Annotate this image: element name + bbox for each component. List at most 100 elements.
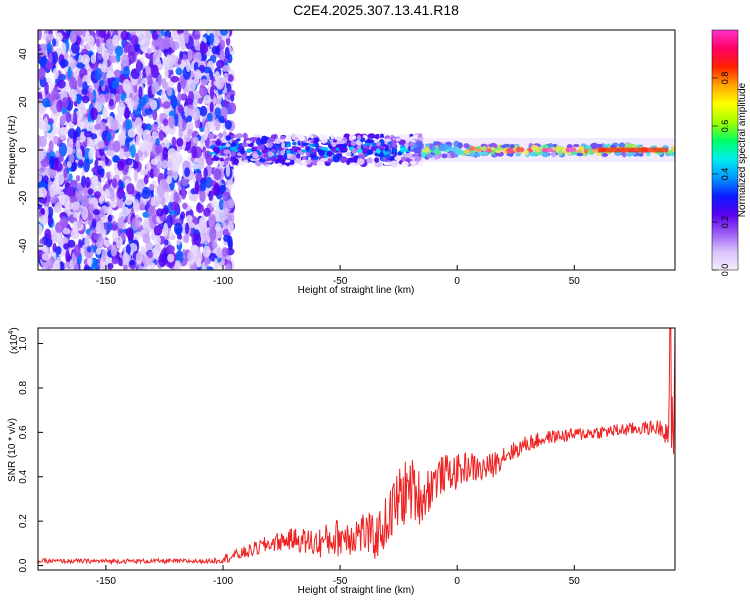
spectrogram-cell — [257, 152, 263, 156]
spectrogram-cell — [196, 257, 202, 264]
spectrogram-cell — [230, 94, 235, 102]
spectrogram-cell — [102, 51, 110, 61]
spectrogram-cell — [135, 135, 141, 146]
spectrogram-cell — [404, 141, 409, 148]
spectrogram-cell — [93, 233, 100, 241]
spectrogram-cell — [146, 142, 152, 152]
snr-frame — [37, 327, 676, 571]
spectrogram-cell — [151, 131, 159, 138]
spectrogram-cell — [218, 115, 225, 124]
spectrogram-cell — [139, 203, 146, 211]
spectrogram-cell — [213, 157, 220, 161]
spectrogram-cell — [86, 212, 94, 221]
spectrogram-cell — [301, 142, 309, 146]
snr-y-tick-label: 1.0 — [18, 336, 29, 350]
spectrogram-cell — [316, 160, 325, 167]
spectrogram-cell — [225, 91, 232, 101]
spectrogram-cell — [168, 115, 175, 129]
spectrogram-cell — [173, 113, 179, 127]
spectrogram-cell — [175, 67, 183, 76]
spectrogram-cell — [79, 122, 86, 128]
spectrogram-x-tick-label: -50 — [333, 276, 348, 287]
spectrogram-cell — [507, 147, 512, 153]
spectrogram-cell — [516, 146, 521, 153]
spectrogram-y-ticks: -40 -20 0 20 40 — [18, 48, 43, 253]
spectrogram-cell — [38, 30, 42, 41]
spectrogram-cell — [289, 159, 295, 166]
spectrogram-cell — [306, 159, 312, 165]
spectrogram-cell — [171, 136, 177, 147]
spectrogram-cell — [99, 147, 105, 157]
spectrogram-cell — [117, 216, 123, 229]
spectrogram-cell — [180, 77, 187, 89]
spectrogram-cell — [136, 178, 145, 191]
spectrogram-cell — [351, 162, 359, 167]
spectrogram-cell — [300, 159, 308, 165]
spectrogram-cell — [215, 222, 221, 233]
colorbar-tick-label: 0.4 — [720, 168, 730, 181]
snr-exponent-power: 4 — [8, 331, 15, 335]
spectrogram-cell — [38, 223, 43, 236]
spectrogram-cell — [185, 222, 189, 235]
spectrogram-cell — [447, 147, 453, 152]
spectrogram-cell — [203, 126, 208, 141]
snr-y-ticks: 0.0 0.2 0.4 0.6 0.8 1.0 — [18, 336, 43, 573]
spectrogram-cell — [117, 102, 126, 116]
spectrogram-cell — [404, 152, 413, 158]
snr-exponent-suffix: ) — [9, 327, 20, 330]
spectrogram-cell — [400, 147, 406, 153]
snr-x-tick-label: 0 — [454, 576, 460, 587]
spectrogram-cell — [267, 141, 274, 149]
spectrogram-cell — [167, 253, 175, 263]
spectrogram-cell — [194, 30, 200, 36]
spectrogram-cell — [239, 148, 245, 155]
spectrogram-cell — [96, 220, 105, 234]
spectrogram-cell — [186, 115, 193, 123]
snr-exponent-prefix: (x10 — [9, 334, 20, 354]
spectrogram-cell — [164, 68, 169, 81]
spectrogram-cell — [96, 165, 103, 176]
spectrogram-cell — [218, 132, 223, 139]
spectrogram-cell — [84, 131, 93, 138]
spectrogram-cell — [85, 176, 91, 188]
spectrogram-cell — [390, 135, 396, 140]
spectrogram-cell — [432, 141, 438, 147]
colorbar-tick-label: 0.0 — [720, 264, 730, 277]
colorbar-label: Normalized spectral amplitude — [737, 82, 748, 217]
spectrogram-cell — [169, 54, 177, 65]
spectrogram-cell — [384, 144, 389, 152]
spectrogram-cell — [90, 54, 97, 64]
spectrogram-cell — [421, 151, 426, 159]
figure-title: C2E4.2025.307.13.41.R18 — [293, 2, 459, 18]
spectrogram-cell — [115, 54, 121, 63]
spectrogram-cell — [216, 59, 225, 69]
spectrogram-cell — [137, 263, 143, 270]
spectrogram-cell — [286, 149, 291, 154]
spectrogram-cell — [259, 138, 268, 145]
spectrogram-cell — [91, 218, 97, 228]
spectrogram-cell — [266, 157, 271, 162]
spectrogram-cell — [277, 154, 284, 159]
spectrogram-cell — [111, 258, 119, 265]
spectrogram-cell — [59, 261, 65, 270]
snr-x-tick-label: 50 — [569, 576, 581, 587]
spectrogram-cell — [38, 135, 47, 148]
spectrogram-marks — [38, 30, 675, 270]
spectrogram-cell — [222, 228, 231, 237]
spectrogram-cell — [524, 149, 529, 155]
spectrogram-cell — [94, 159, 99, 169]
spectrogram-cell — [345, 142, 350, 147]
spectrogram-cell — [283, 152, 288, 160]
spectrogram-cell — [274, 158, 282, 163]
spectrogram-cell — [310, 148, 318, 153]
spectrogram-cell — [208, 32, 215, 45]
spectrogram-y-label: Frequency (Hz) — [7, 116, 18, 185]
spectrogram-cell — [204, 254, 210, 268]
spectrogram-cell — [38, 111, 42, 120]
spectrogram-cell — [263, 152, 269, 159]
spectrogram-cell — [132, 101, 138, 110]
spectrogram-cell — [130, 144, 136, 158]
spectrogram-cell — [202, 245, 211, 258]
spectrogram-cell — [178, 116, 183, 129]
spectrogram-cell — [132, 161, 139, 169]
